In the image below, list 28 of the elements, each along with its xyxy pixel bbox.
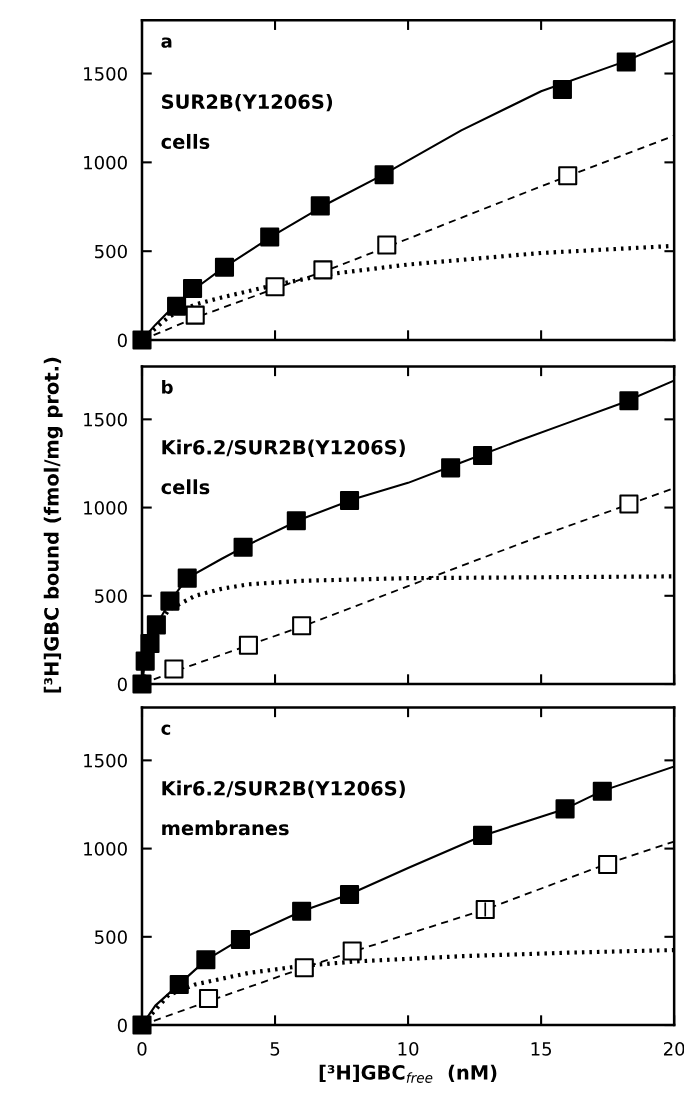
y-tick-label: 500 <box>95 589 127 603</box>
annotation: membranes <box>162 820 289 836</box>
y-tick-label: 0 <box>117 1018 127 1033</box>
y-tick-label: 1000 <box>84 501 127 515</box>
annotation: c <box>161 724 171 735</box>
y-tick-label: 500 <box>95 930 127 944</box>
x-tick-label: 10 <box>398 1042 419 1056</box>
y-tick-label: 500 <box>95 244 127 259</box>
x-tick-label: 20 <box>663 1042 684 1056</box>
annotation: a <box>161 37 172 48</box>
annotation: Kir6.2/SUR2B(Y1206S) <box>162 780 405 798</box>
annotation: cells <box>161 133 210 149</box>
annotation: Kir6.2/SUR2B(Y1206S) <box>162 439 405 457</box>
x-tick-label: 0 <box>137 1042 147 1056</box>
y-tick-label: 1000 <box>84 155 127 170</box>
x-tick-label: 5 <box>270 1042 280 1056</box>
x-tick-label: 15 <box>531 1042 552 1056</box>
y-tick-label: 1500 <box>84 66 127 81</box>
annotation: cells <box>161 479 210 495</box>
y-axis-title: [³H]GBC bound (fmol/mg prot.) <box>43 357 63 693</box>
y-tick-label: 1500 <box>84 753 127 768</box>
annotation: b <box>162 379 173 394</box>
y-tick-label: 0 <box>117 333 127 348</box>
text: [³H]GBC$_{free}$ (nM) <box>319 1064 497 1083</box>
y-tick-label: 0 <box>117 677 127 692</box>
annotation: SUR2B(Y1206S) <box>162 93 333 112</box>
y-tick-label: 1500 <box>84 412 127 427</box>
y-tick-label: 1000 <box>84 842 127 856</box>
